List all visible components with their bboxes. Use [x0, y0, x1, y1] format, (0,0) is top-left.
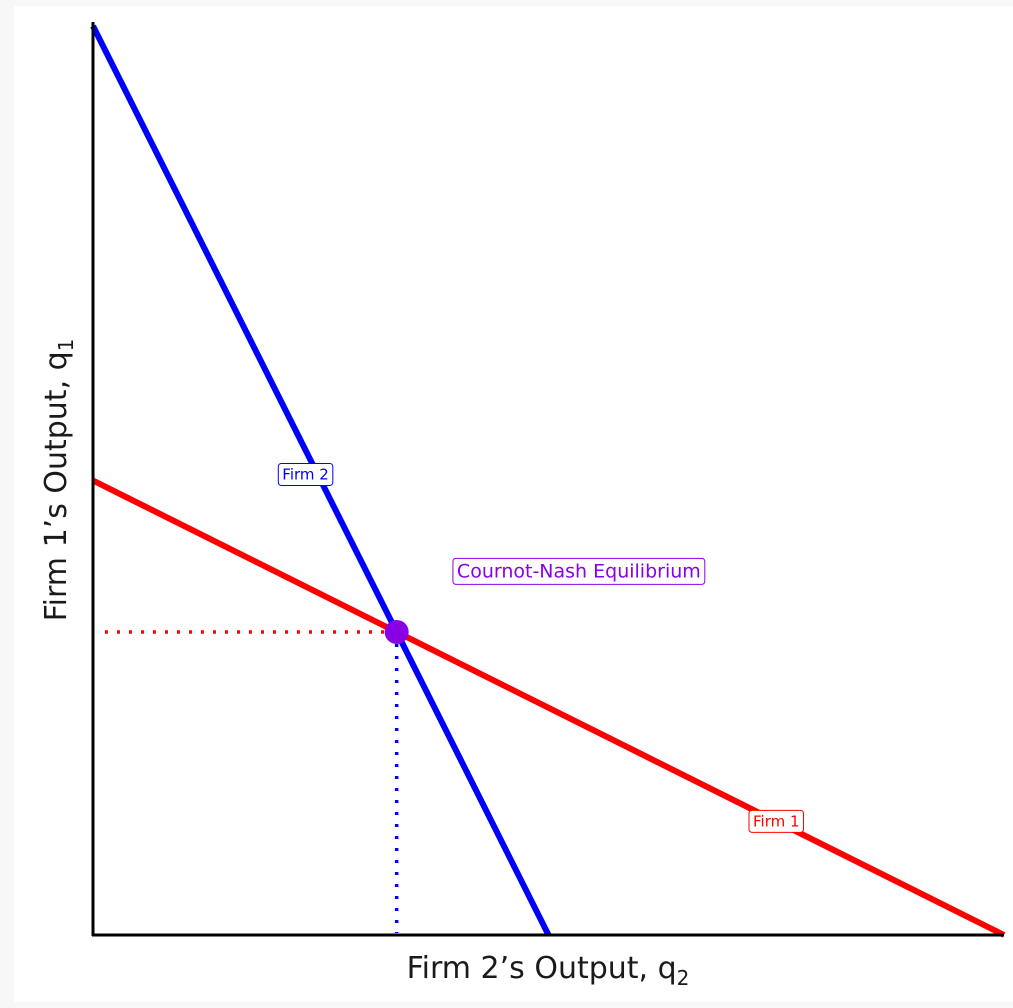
firm-1-reaction-line: [91, 477, 1006, 938]
annotation-labels: Firm 2 Firm 1 Cournot-Nash Equilibrium: [277, 462, 805, 833]
firm-1-label-text: Firm 1: [753, 812, 800, 830]
chart-card: [14, 6, 1013, 1002]
firm-2-label: Firm 2: [277, 462, 334, 486]
cournot-nash-equilibrium-label-text: Cournot-Nash Equilibrium: [457, 560, 701, 582]
y-axis-title: Firm 1’s Output, q1: [39, 339, 78, 622]
equilibrium-point: [384, 620, 409, 644]
firm-2-label-box: [277, 462, 334, 486]
reaction-curves: [90, 24, 1006, 938]
firm-1-label: Firm 1: [748, 809, 805, 833]
equilibrium-layer: [384, 620, 409, 644]
firm-2-label-text: Firm 2: [282, 465, 329, 483]
firm-1-label-box: [748, 809, 805, 833]
cournot-nash-equilibrium-label: Cournot-Nash Equilibrium: [452, 557, 706, 585]
guide-lines: [105, 630, 399, 933]
cournot-nash-equilibrium-label-box: [452, 557, 706, 585]
x-axis-title: Firm 2’s Output, q2: [407, 951, 690, 990]
axes: [91, 22, 1004, 937]
